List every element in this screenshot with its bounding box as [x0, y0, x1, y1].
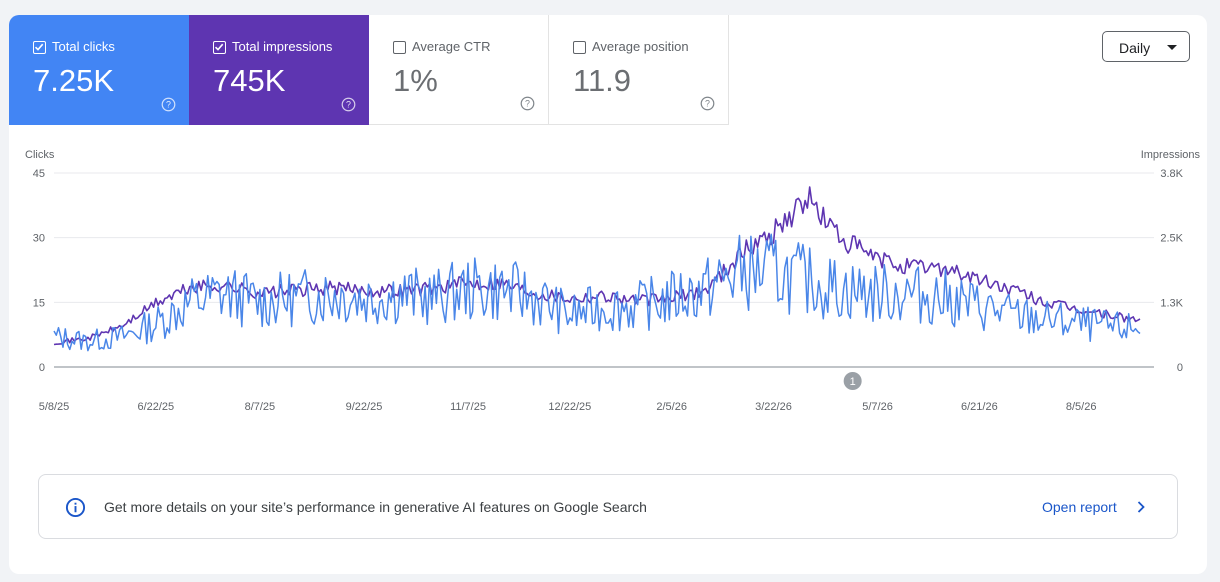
checkbox-checked-icon[interactable] — [33, 41, 46, 54]
help-icon[interactable]: ? — [341, 97, 356, 112]
series-line-total-clicks — [53, 233, 1141, 352]
metric-average-position[interactable]: Average position 11.9 ? — [549, 15, 729, 125]
series-line-total-impressions — [53, 186, 1141, 346]
help-icon[interactable]: ? — [161, 97, 176, 112]
metric-value: 1% — [393, 63, 438, 98]
metric-total-impressions[interactable]: Total impressions 745K ? — [189, 15, 369, 125]
svg-text:?: ? — [525, 99, 530, 109]
annotation-label: 1 — [850, 376, 856, 388]
x-tick-label: 9/22/25 — [346, 401, 383, 413]
x-tick-label: 5/7/26 — [862, 401, 893, 413]
svg-text:?: ? — [166, 100, 171, 110]
x-tick-label: 11/7/25 — [450, 401, 486, 413]
checkbox-unchecked-icon[interactable] — [393, 41, 406, 54]
performance-chart[interactable]: 45 3.8K 30 2.5K 15 1.3K 0 0 5/8/25 6/22/25 8/7/25 9… — [9, 15, 1207, 435]
metric-average-ctr[interactable]: Average CTR 1% ? — [369, 15, 549, 125]
left-tick-label: 30 — [33, 233, 45, 245]
annotation-marker[interactable]: 1 — [843, 372, 862, 390]
right-tick-label: 2.5K — [1160, 233, 1183, 245]
checkbox-unchecked-icon[interactable] — [573, 41, 586, 54]
x-tick-label: 5/8/25 — [39, 401, 70, 413]
left-tick-label: 45 — [33, 168, 45, 180]
checkbox-checked-icon[interactable] — [213, 41, 226, 54]
left-axis-title: Clicks — [25, 149, 55, 161]
x-tick-label: 6/22/25 — [137, 401, 174, 413]
svg-text:?: ? — [705, 99, 710, 109]
metric-label: Average position — [592, 39, 689, 54]
right-tick-label: 1.3K — [1160, 297, 1183, 309]
help-icon[interactable]: ? — [520, 96, 535, 111]
chevron-right-icon[interactable] — [1136, 501, 1146, 513]
granularity-dropdown[interactable]: Daily — [1102, 31, 1190, 62]
metric-value: 11.9 — [573, 63, 632, 98]
metric-label: Total clicks — [52, 39, 115, 54]
right-tick-label: 3.8K — [1160, 168, 1183, 180]
info-icon — [65, 497, 86, 518]
open-report-link[interactable]: Open report — [1042, 499, 1117, 515]
svg-text:?: ? — [346, 100, 351, 110]
left-tick-label: 0 — [39, 362, 45, 374]
x-tick-label: 8/5/26 — [1066, 401, 1097, 413]
x-tick-label: 3/22/26 — [755, 401, 792, 413]
right-tick-label: 0 — [1177, 362, 1183, 374]
caret-down-icon — [1167, 45, 1177, 50]
x-tick-label: 2/5/26 — [656, 401, 687, 413]
granularity-selected: Daily — [1119, 40, 1151, 56]
ai-features-banner: Get more details on your site’s performa… — [38, 474, 1178, 539]
metric-total-clicks[interactable]: Total clicks 7.25K ? — [9, 15, 189, 125]
left-tick-label: 15 — [33, 297, 45, 309]
metric-value: 745K — [213, 63, 286, 98]
x-tick-label: 6/21/26 — [961, 401, 998, 413]
banner-text: Get more details on your site’s performa… — [104, 499, 647, 515]
x-tick-label: 8/7/25 — [245, 401, 276, 413]
metric-value: 7.25K — [33, 63, 115, 98]
metric-label: Average CTR — [412, 39, 491, 54]
x-tick-label: 12/22/25 — [548, 401, 591, 413]
metric-label: Total impressions — [232, 39, 333, 54]
help-icon[interactable]: ? — [700, 96, 715, 111]
right-axis-title: Impressions — [1140, 149, 1200, 161]
performance-card: Total clicks 7.25K ? Total impressions 7… — [9, 15, 1207, 574]
